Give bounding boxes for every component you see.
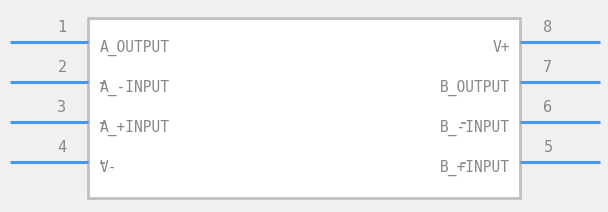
Text: B_-INPUT: B_-INPUT — [440, 120, 510, 136]
Text: 3: 3 — [57, 100, 66, 116]
Bar — [88, 18, 520, 198]
Text: V+: V+ — [492, 40, 510, 56]
Text: A_OUTPUT: A_OUTPUT — [100, 40, 170, 56]
Text: 1: 1 — [57, 21, 66, 35]
Text: 4: 4 — [57, 141, 66, 155]
Text: V-: V- — [100, 160, 117, 176]
Text: 8: 8 — [544, 21, 553, 35]
Text: 7: 7 — [544, 60, 553, 75]
Text: A_+INPUT: A_+INPUT — [100, 120, 170, 136]
Text: B_+INPUT: B_+INPUT — [440, 160, 510, 176]
Text: 2: 2 — [57, 60, 66, 75]
Text: 5: 5 — [544, 141, 553, 155]
Text: 6: 6 — [544, 100, 553, 116]
Text: B_OUTPUT: B_OUTPUT — [440, 80, 510, 96]
Text: A_-INPUT: A_-INPUT — [100, 80, 170, 96]
